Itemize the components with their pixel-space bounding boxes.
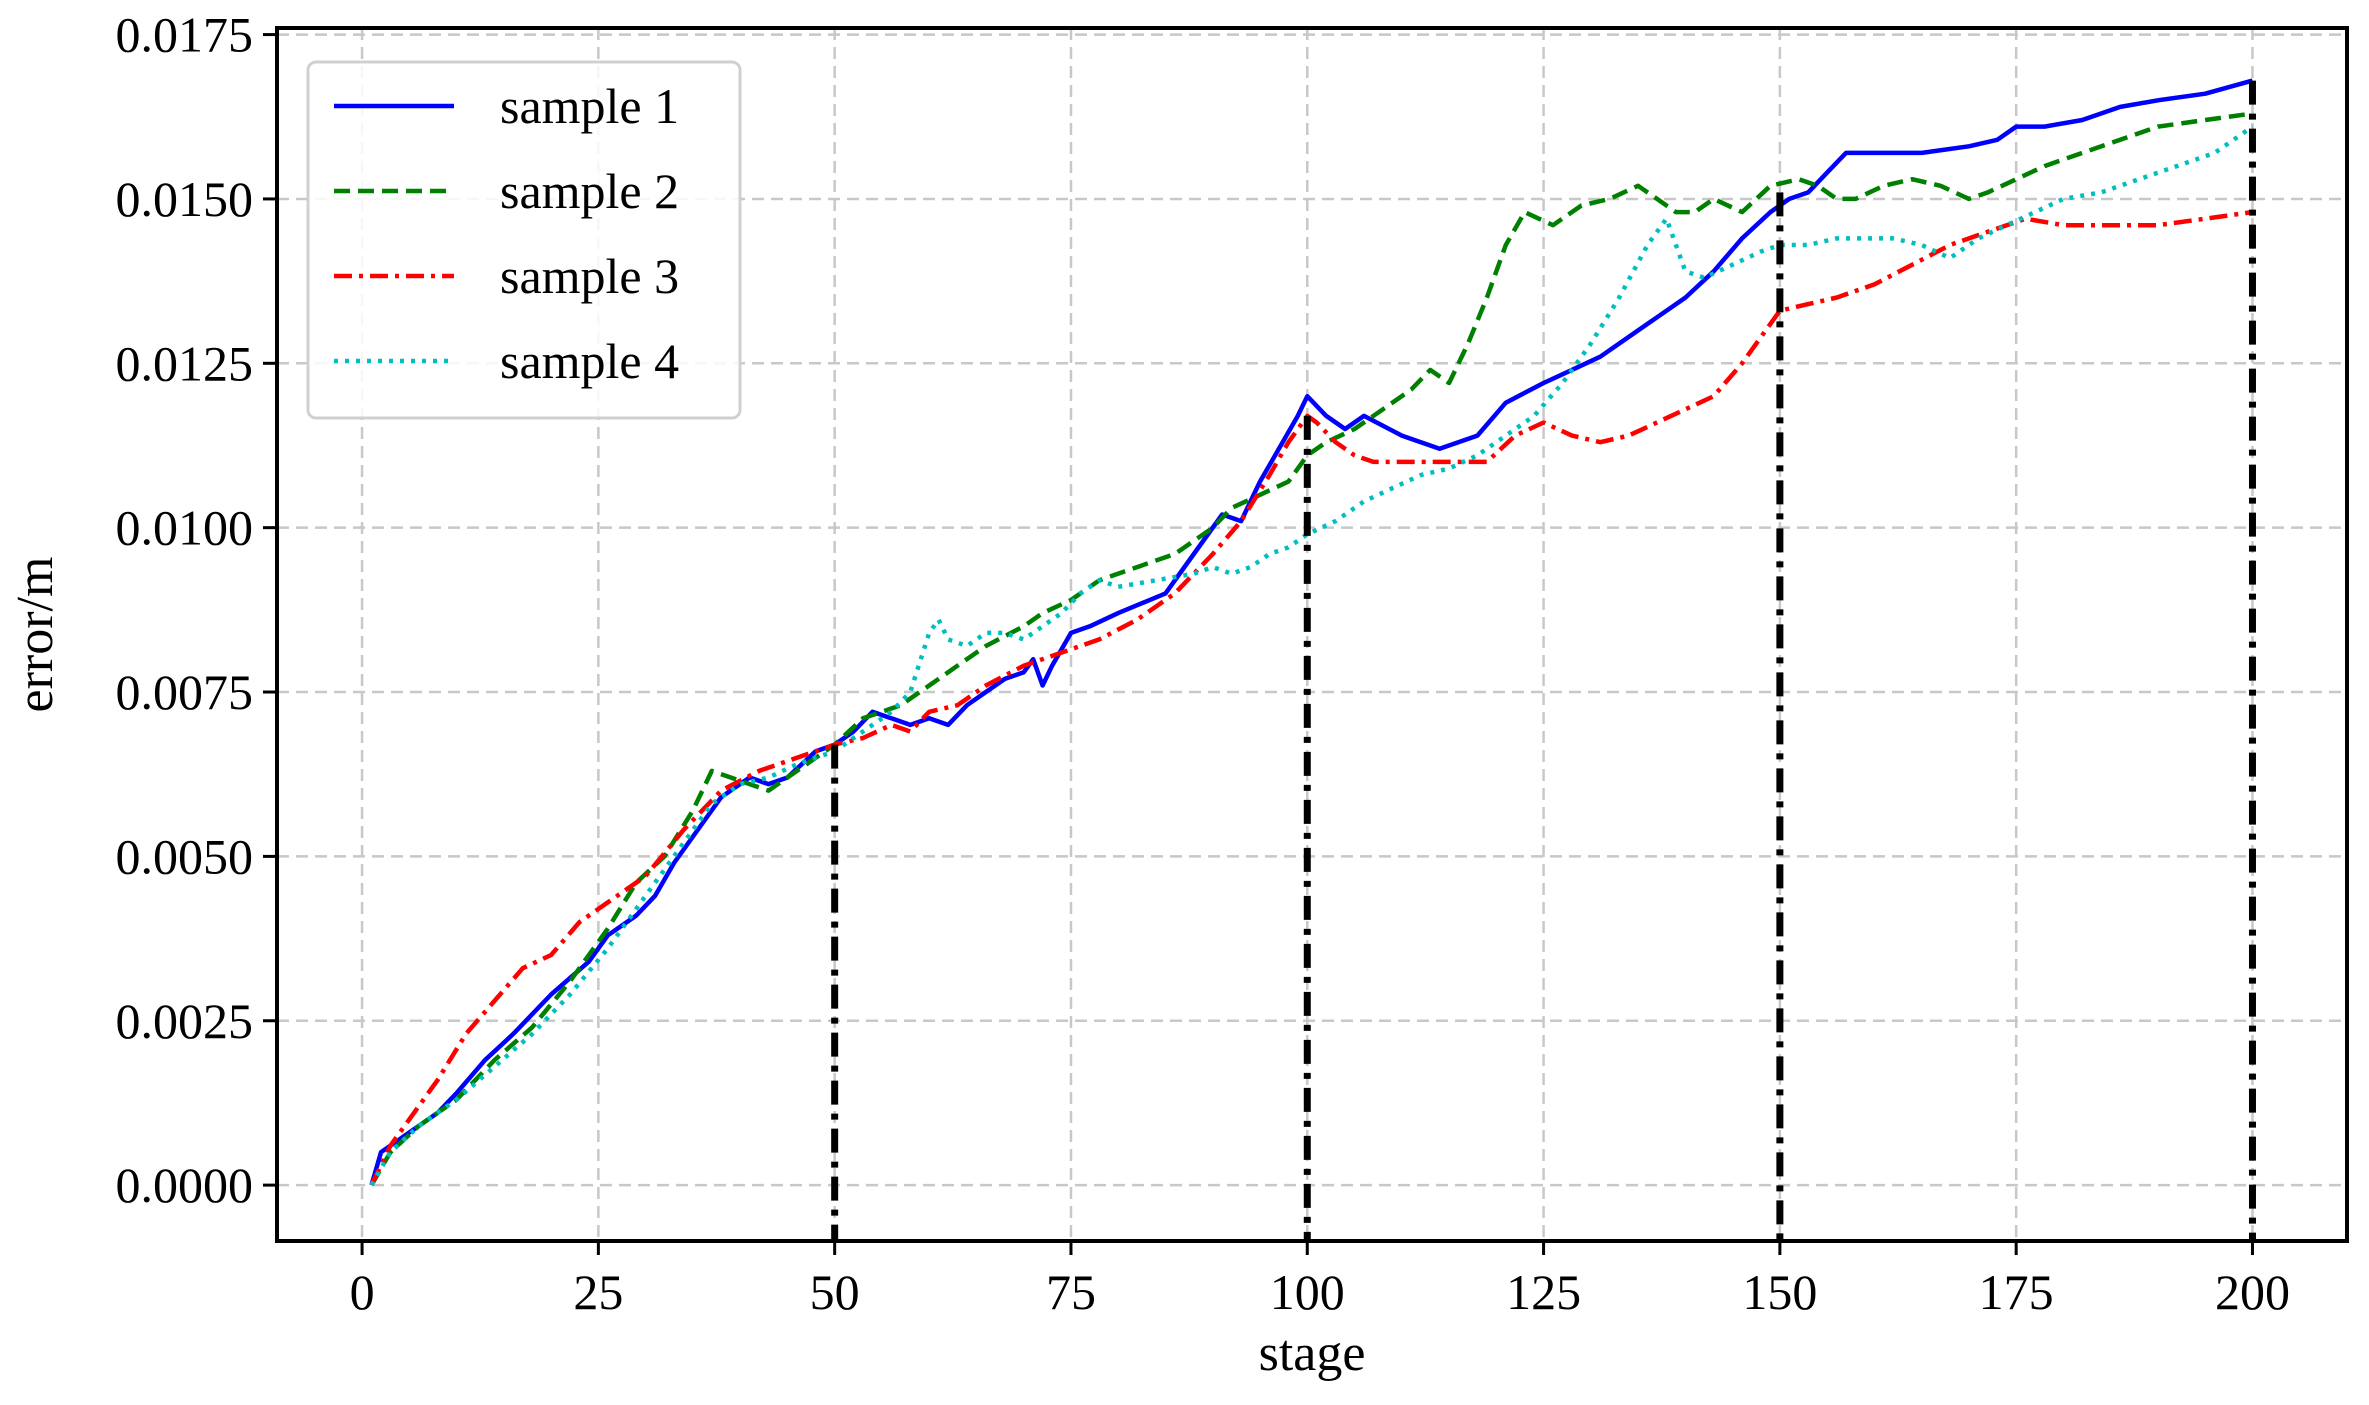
y-tick-label: 0.0075	[116, 664, 254, 720]
y-tick-label: 0.0000	[116, 1157, 254, 1213]
legend-box	[306, 60, 742, 420]
x-tick-label: 25	[573, 1264, 623, 1320]
series-line-1	[369, 78, 2254, 1186]
y-tick-label: 0.0025	[116, 993, 254, 1049]
ticks: 0 25 50 75 100 125 150 175 200 0.0000 0.0025 0.0050…	[116, 7, 2290, 1320]
y-tick-label: 0.0050	[116, 828, 254, 884]
x-tick-label: 50	[810, 1264, 860, 1320]
series-line-3	[369, 209, 2253, 1187]
x-tick-label: 0	[350, 1264, 375, 1320]
x-tick-label: 175	[1979, 1264, 2054, 1320]
y-tick-label: 0.0150	[116, 171, 254, 227]
x-tick-label: 200	[2215, 1264, 2290, 1320]
x-tick-label: 150	[1742, 1264, 1817, 1320]
y-tick-label: 0.0125	[116, 335, 254, 391]
legend-label-2: sample 2	[500, 163, 679, 219]
plot-frame	[275, 26, 2349, 1243]
stage-markers	[831, 80, 2256, 1241]
y-tick-label: 0.0100	[116, 500, 254, 556]
legend-label-3: sample 3	[500, 248, 679, 304]
y-tick-label: 0.0175	[116, 7, 254, 63]
series-layer	[369, 78, 2254, 1187]
x-tick-label: 75	[1046, 1264, 1096, 1320]
x-tick-label: 125	[1506, 1264, 1581, 1320]
legend: sample 1 sample 2 sample 3 sample 4	[306, 60, 742, 420]
x-tick-label: 100	[1270, 1264, 1345, 1320]
legend-label-4: sample 4	[500, 333, 679, 389]
y-axis-label: error/m	[7, 557, 64, 713]
grid	[277, 28, 2347, 1241]
series-line-2	[369, 111, 2253, 1187]
legend-label-1: sample 1	[500, 78, 679, 134]
x-axis-label: stage	[1259, 1325, 1366, 1382]
